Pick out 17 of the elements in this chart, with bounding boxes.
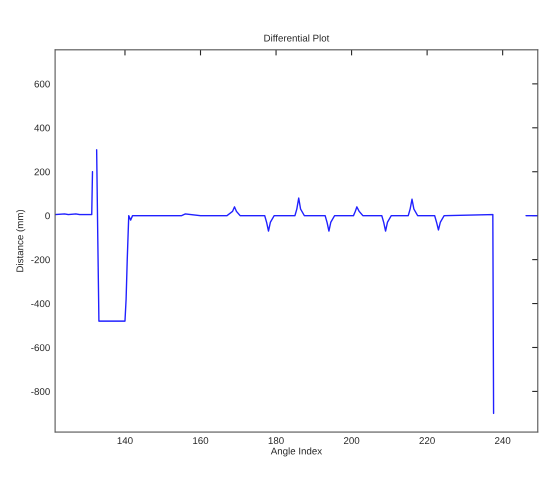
x-tick-label: 220 [419, 437, 435, 444]
y-tick-label: 600 [34, 80, 50, 88]
y-tick-label: 400 [34, 124, 50, 132]
y-tick-label: -200 [31, 256, 50, 264]
y-tick-label: 200 [34, 168, 50, 176]
x-tick-label: 200 [344, 437, 360, 444]
x-tick-label: 140 [118, 437, 133, 444]
y-axis-title: Distance (mm) [16, 210, 26, 272]
y-tick-label: -400 [31, 300, 50, 308]
x-tick-label: 240 [495, 437, 510, 444]
x-tick-label: 160 [193, 437, 208, 444]
chart-title: Differential Plot [264, 34, 330, 42]
y-tick-label: 0 [45, 212, 50, 220]
y-tick-label: -600 [31, 344, 50, 352]
y-tick-label: -800 [31, 388, 50, 396]
x-tick-label: 180 [268, 437, 284, 444]
x-axis-title: Angle Index [270, 447, 322, 456]
